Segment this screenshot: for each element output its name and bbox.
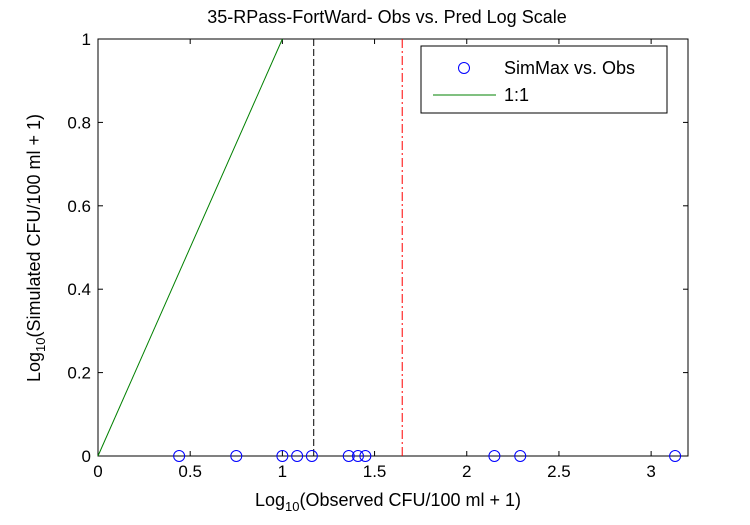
data-point xyxy=(351,450,364,462)
data-point xyxy=(305,450,318,462)
data-point xyxy=(276,450,289,462)
y-axis-label-subscript: 10 xyxy=(33,338,48,352)
y-tick-label: 0.2 xyxy=(67,364,91,383)
legend: SimMax vs. Obs 1:1 xyxy=(420,45,668,114)
x-axis-label-subscript: 10 xyxy=(285,499,299,514)
x-tick-label: 0 xyxy=(93,462,102,481)
legend-marker-swatch xyxy=(458,62,470,74)
data-point xyxy=(669,450,682,462)
data-point xyxy=(514,450,527,462)
y-tick-label: 0.4 xyxy=(67,280,91,299)
y-tick-label: 0 xyxy=(82,447,91,466)
tick-labels: 0 0.5 1 1.5 2 2.5 3 0 0.2 0.4 0.6 0.8 1 xyxy=(67,30,656,481)
data-point xyxy=(173,450,186,462)
y-tick-label: 0.6 xyxy=(67,197,91,216)
data-point xyxy=(359,450,372,462)
y-axis-label: Log10(Simulated CFU/100 ml + 1) xyxy=(24,114,48,382)
x-axis-label-prefix: Log xyxy=(255,490,285,510)
y-axis-label-suffix: (Simulated CFU/100 ml + 1) xyxy=(24,114,44,338)
y-axis-label-prefix: Log xyxy=(24,352,44,382)
legend-entry-label: SimMax vs. Obs xyxy=(504,58,635,78)
data-point xyxy=(488,450,501,462)
data-point xyxy=(230,450,243,462)
y-tick-label: 1 xyxy=(82,30,91,49)
x-tick-label: 2 xyxy=(462,462,471,481)
x-tick-label: 3 xyxy=(646,462,655,481)
legend-box xyxy=(420,45,668,114)
axis-ticks xyxy=(97,38,688,457)
x-tick-label: 1.5 xyxy=(363,462,387,481)
x-axis-label: Log10(Observed CFU/100 ml + 1) xyxy=(255,490,521,514)
series-line-1-to-1 xyxy=(97,38,283,457)
x-tick-label: 2.5 xyxy=(547,462,571,481)
x-tick-label: 0.5 xyxy=(178,462,202,481)
legend-entry-label: 1:1 xyxy=(504,85,529,105)
y-tick-label: 0.8 xyxy=(67,113,91,132)
x-tick-label: 1 xyxy=(278,462,287,481)
data-point xyxy=(291,450,304,462)
x-axis-label-suffix: (Observed CFU/100 ml + 1) xyxy=(299,490,521,510)
chart-title: 35-RPass-FortWard- Obs vs. Pred Log Scal… xyxy=(207,7,566,27)
plot-content xyxy=(97,38,682,462)
data-point xyxy=(342,450,355,462)
